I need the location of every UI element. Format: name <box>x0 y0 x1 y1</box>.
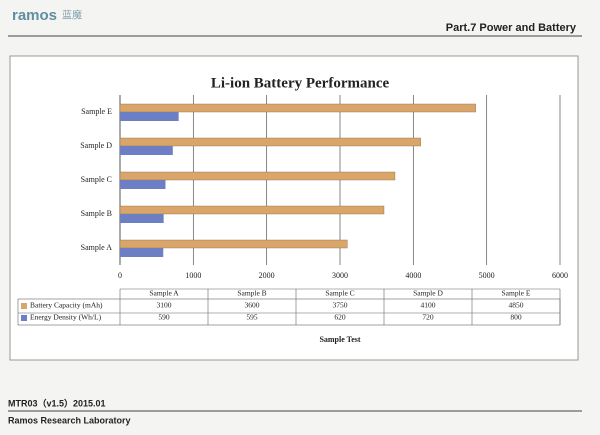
chart: 0 1000 2000 3000 4000 5000 6000 Sample A Sample … <box>17 95 568 326</box>
bar <box>120 146 173 155</box>
bar <box>119 205 385 215</box>
bar <box>119 171 396 181</box>
x-tick-label: 5000 <box>479 271 495 280</box>
bar <box>120 248 164 257</box>
table-cell: 3750 <box>333 301 348 310</box>
table-header: Sample C <box>325 289 354 298</box>
x-tick-label: 2000 <box>259 271 275 280</box>
bar <box>120 112 179 121</box>
axis-title: Sample Test <box>319 335 360 344</box>
table-header: Sample D <box>413 289 443 298</box>
section-title: Part.7 Power and Battery <box>446 22 577 34</box>
legend-swatch <box>21 303 27 309</box>
table-cell: 3600 <box>245 301 260 310</box>
legend-swatch <box>21 315 27 321</box>
table-cell: 595 <box>246 313 258 322</box>
table-header: Sample E <box>502 289 531 298</box>
y-tick-label: Sample C <box>81 175 112 184</box>
brand: ramos <box>12 7 57 24</box>
x-tick-label: 1000 <box>185 271 201 280</box>
table-cell: 620 <box>334 313 346 322</box>
table-header: Sample B <box>237 289 266 298</box>
bar <box>119 137 421 147</box>
table-cell: 800 <box>510 313 522 322</box>
bar <box>119 103 476 113</box>
x-tick-label: 3000 <box>332 271 348 280</box>
bar <box>119 239 348 249</box>
bar <box>120 180 166 189</box>
legend-label: Battery Capacity (mAh) <box>30 301 103 310</box>
chart-title: Li-ion Battery Performance <box>211 75 390 91</box>
x-tick-label: 4000 <box>405 271 421 280</box>
bar <box>120 214 164 223</box>
table-cell: 3100 <box>157 301 172 310</box>
y-tick-label: Sample E <box>81 107 112 116</box>
doc-id: MTR03（v1.5）2015.01 <box>8 398 106 408</box>
x-tick-label: 0 <box>118 271 122 280</box>
table-header: Sample A <box>149 289 179 298</box>
y-tick-label: Sample A <box>81 243 113 252</box>
table-cell: 4850 <box>509 301 524 310</box>
x-tick-label: 6000 <box>552 271 568 280</box>
table-cell: 590 <box>158 313 170 322</box>
y-tick-label: Sample B <box>81 209 112 218</box>
brand-cn: 蓝魔 <box>62 9 82 22</box>
lab-name: Ramos Research Laboratory <box>8 415 131 425</box>
legend-label: Energy Density (Wh/L) <box>30 313 102 322</box>
y-tick-label: Sample D <box>80 141 112 150</box>
table-cell: 720 <box>422 313 434 322</box>
table-cell: 4100 <box>421 301 436 310</box>
